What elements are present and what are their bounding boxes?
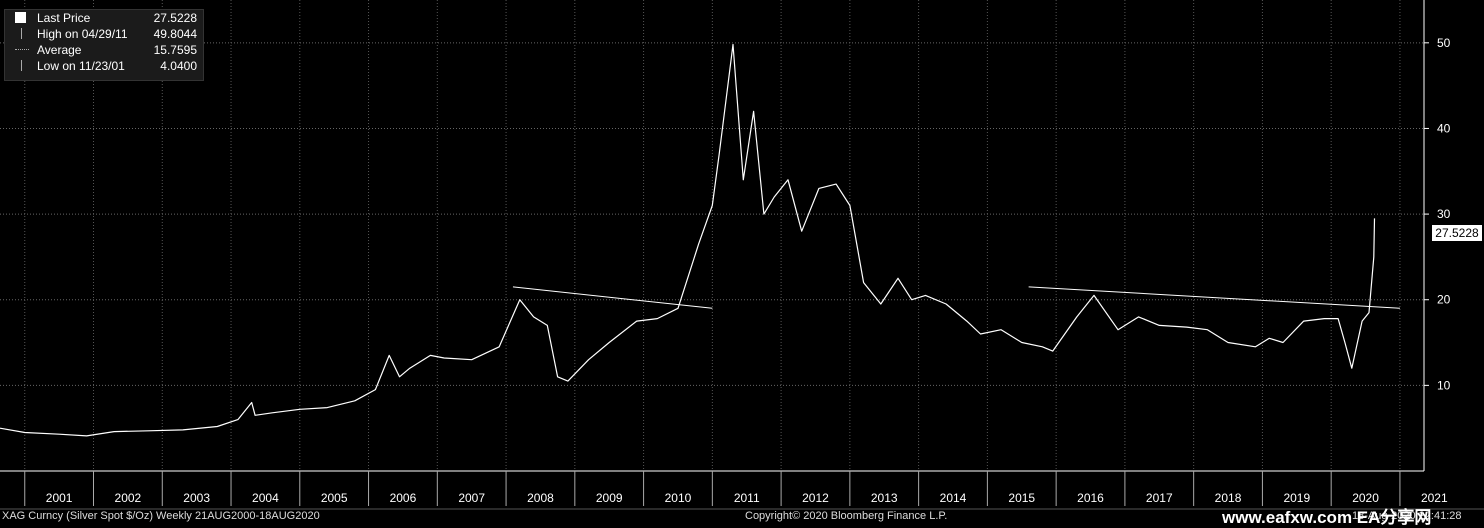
- x-tick-label: 2013: [871, 491, 898, 505]
- x-tick-label: 2007: [458, 491, 485, 505]
- legend-low: Low on 11/23/01 4.0400: [5, 58, 203, 74]
- legend-high-value: 49.8044: [153, 27, 197, 41]
- x-tick-label: 2020: [1352, 491, 1379, 505]
- x-tick-label: 2003: [183, 491, 210, 505]
- y-tick-label: 20: [1437, 293, 1451, 307]
- legend-last-price-value: 27.5228: [153, 11, 197, 25]
- y-axis: 10 20 30 40 50: [1423, 0, 1451, 471]
- legend-last-price-label: Last Price: [37, 11, 91, 25]
- price-line: [0, 43, 1376, 437]
- legend-last-price: Last Price 27.5228: [5, 10, 203, 26]
- footer-timestamp: 18-Aug-2020 22:41:28: [1352, 510, 1462, 522]
- x-tick-label: 2004: [252, 491, 279, 505]
- x-tick-label: 2001: [46, 491, 73, 505]
- x-tick-label: 2012: [802, 491, 829, 505]
- y-tick-label: 40: [1437, 121, 1451, 135]
- x-tick-label: 2002: [115, 491, 142, 505]
- x-tick-label: 2019: [1283, 491, 1310, 505]
- legend-low-label: Low on 11/23/01: [37, 59, 125, 73]
- footer-ticker: XAG Curncy (Silver Spot $/Oz) Weekly 21A…: [2, 510, 320, 522]
- x-tick-label: 2017: [1146, 491, 1173, 505]
- y-tick-label: 10: [1437, 378, 1451, 392]
- x-tick-label: 2021: [1421, 491, 1448, 505]
- high-marker-icon: [21, 28, 22, 39]
- x-tick-label: 2008: [527, 491, 554, 505]
- legend-high-label: High on 04/29/11: [37, 27, 128, 41]
- footer-copyright: Copyright© 2020 Bloomberg Finance L.P.: [745, 510, 948, 522]
- x-tick-label: 2011: [734, 491, 760, 505]
- last-price-tag: 27.5228: [1432, 225, 1482, 241]
- low-marker-icon: [21, 60, 22, 71]
- x-axis: 2001 2002 2003 2004 2005 2006 2007 2008 2009 2010…: [0, 470, 1484, 510]
- x-tick-label: 2016: [1077, 491, 1104, 505]
- legend-average-value: 15.7595: [153, 43, 197, 57]
- x-tick-label: 2010: [665, 491, 692, 505]
- x-tick-label: 2005: [321, 491, 348, 505]
- trendlines: [512, 286, 1400, 309]
- x-tick-label: 2018: [1215, 491, 1242, 505]
- x-tick-label: 2006: [390, 491, 417, 505]
- trendline: [1028, 286, 1400, 309]
- price-series: [0, 43, 1376, 437]
- trendline: [512, 286, 713, 309]
- legend-average: Average 15.7595: [5, 42, 203, 58]
- footer-watermark: www.eafxw.com EA分享网: [1222, 508, 1432, 527]
- y-tick-label: 30: [1437, 207, 1451, 221]
- last-price-swatch: [15, 12, 26, 23]
- legend-average-label: Average: [37, 43, 82, 57]
- x-tick-label: 2015: [1008, 491, 1035, 505]
- legend-low-value: 4.0400: [160, 59, 197, 73]
- legend-box: Last Price 27.5228 High on 04/29/11 49.8…: [4, 9, 204, 81]
- x-tick-label: 2009: [596, 491, 623, 505]
- legend-high: High on 04/29/11 49.8044: [5, 26, 203, 42]
- x-tick-label: 2014: [940, 491, 967, 505]
- chart-grid: [0, 0, 1424, 471]
- y-tick-label: 50: [1437, 36, 1451, 50]
- average-marker-icon: [15, 49, 29, 50]
